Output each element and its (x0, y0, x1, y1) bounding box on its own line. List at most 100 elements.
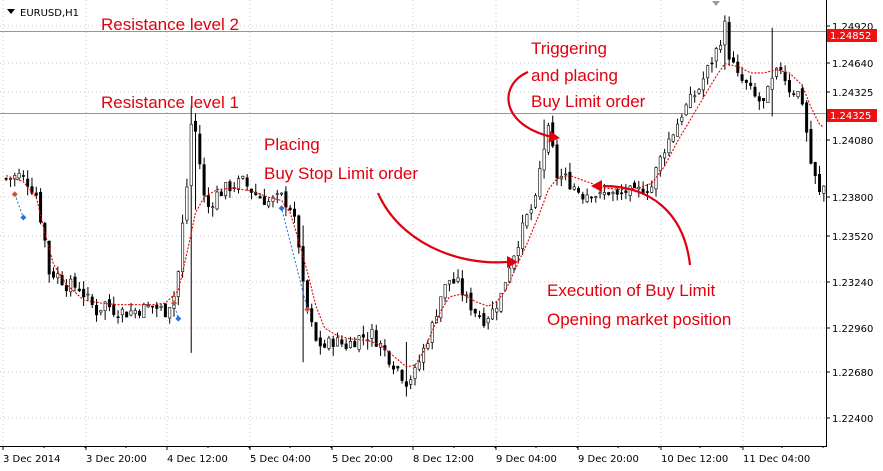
candle-body (258, 196, 262, 199)
moving-average-line (6, 62, 825, 368)
candle (314, 321, 318, 342)
candle (422, 343, 426, 371)
candle (194, 113, 198, 210)
triangle-down-icon[interactable] (7, 9, 15, 14)
execution-arrow-head (591, 180, 602, 192)
candle-body (301, 246, 305, 282)
candle-body (86, 293, 90, 296)
candle-body (538, 168, 542, 198)
candle (697, 87, 701, 95)
trade-markers (11, 191, 311, 322)
candle-body (667, 138, 671, 154)
candle (348, 336, 352, 349)
candle-body (749, 82, 753, 86)
candle-body (176, 271, 180, 297)
shift-marker-icon[interactable] (712, 1, 720, 6)
candle-body (271, 196, 275, 202)
candle-body (473, 308, 477, 314)
candle-body (766, 86, 770, 104)
candle-body (133, 310, 137, 314)
candle (473, 308, 477, 318)
candle (107, 294, 111, 312)
triggering-note-line-1: Triggering (531, 39, 607, 58)
candle (469, 287, 473, 316)
candle-body (426, 343, 430, 349)
candle-body (146, 305, 150, 308)
candle-body (129, 310, 133, 316)
candle (361, 325, 365, 346)
candle-body (809, 129, 813, 164)
candle-body (103, 301, 107, 311)
candle-body (792, 93, 796, 95)
candle-body (138, 311, 142, 316)
candle (404, 342, 408, 397)
candle (714, 46, 718, 68)
candle (529, 204, 533, 221)
candle (452, 272, 456, 284)
candle (753, 82, 757, 98)
candle (47, 240, 51, 283)
candle-body (663, 152, 667, 159)
candle-body (8, 178, 12, 180)
candle-body (189, 123, 193, 187)
candle (26, 170, 30, 196)
candle-body (744, 79, 748, 83)
candle-body (555, 144, 559, 179)
candle (447, 280, 451, 292)
candle (564, 167, 568, 181)
candle (792, 90, 796, 97)
candle-body (163, 303, 167, 318)
candlesticks[interactable] (4, 15, 826, 397)
x-tick-label: 3 Dec 2014 (3, 454, 61, 465)
candle-body (262, 196, 266, 205)
candle (327, 335, 331, 351)
candle-body (671, 134, 675, 142)
candle (706, 64, 710, 85)
candle-body (753, 86, 757, 97)
y-tick-label: 1.22960 (832, 324, 873, 335)
candle (4, 177, 8, 182)
candle (99, 309, 103, 316)
candle (297, 214, 301, 254)
y-tick-label: 1.24920 (832, 22, 873, 33)
trade-connector (173, 302, 179, 319)
candle-body (443, 284, 447, 299)
candle-body (228, 181, 232, 192)
x-tick-label: 4 Dec 12:00 (167, 454, 228, 465)
candle (95, 298, 99, 322)
candle-body (125, 311, 129, 318)
execution-arrow (602, 184, 692, 266)
candle (228, 179, 232, 198)
candle (654, 166, 658, 197)
x-tick-label: 11 Dec 04:00 (743, 454, 810, 465)
candle (292, 201, 296, 223)
candle-body (344, 343, 348, 350)
candle (353, 337, 357, 348)
candle-body (439, 296, 443, 319)
candle (581, 191, 585, 204)
candle-body (241, 175, 245, 179)
placing-arrow-head (507, 256, 518, 268)
candle (383, 339, 387, 357)
y-tick-label: 1.23240 (832, 278, 873, 289)
candle (783, 65, 787, 86)
candle (693, 90, 697, 103)
candle-body (39, 192, 43, 223)
candle (680, 113, 684, 126)
y-tick-label: 1.22680 (832, 368, 873, 379)
candle-body (4, 177, 8, 180)
candle (460, 270, 464, 302)
candle (409, 375, 413, 390)
candle-body (90, 296, 94, 305)
x-tick-label: 9 Dec 20:00 (578, 454, 639, 465)
candle (103, 301, 107, 320)
candle-body (400, 369, 404, 381)
candle-body (589, 196, 593, 199)
y-tick-label: 1.23800 (832, 193, 873, 204)
trade-connector (14, 194, 24, 218)
candle (624, 184, 628, 200)
candle (439, 296, 443, 322)
candle (331, 335, 335, 356)
x-tick-label: 9 Dec 04:00 (496, 454, 557, 465)
